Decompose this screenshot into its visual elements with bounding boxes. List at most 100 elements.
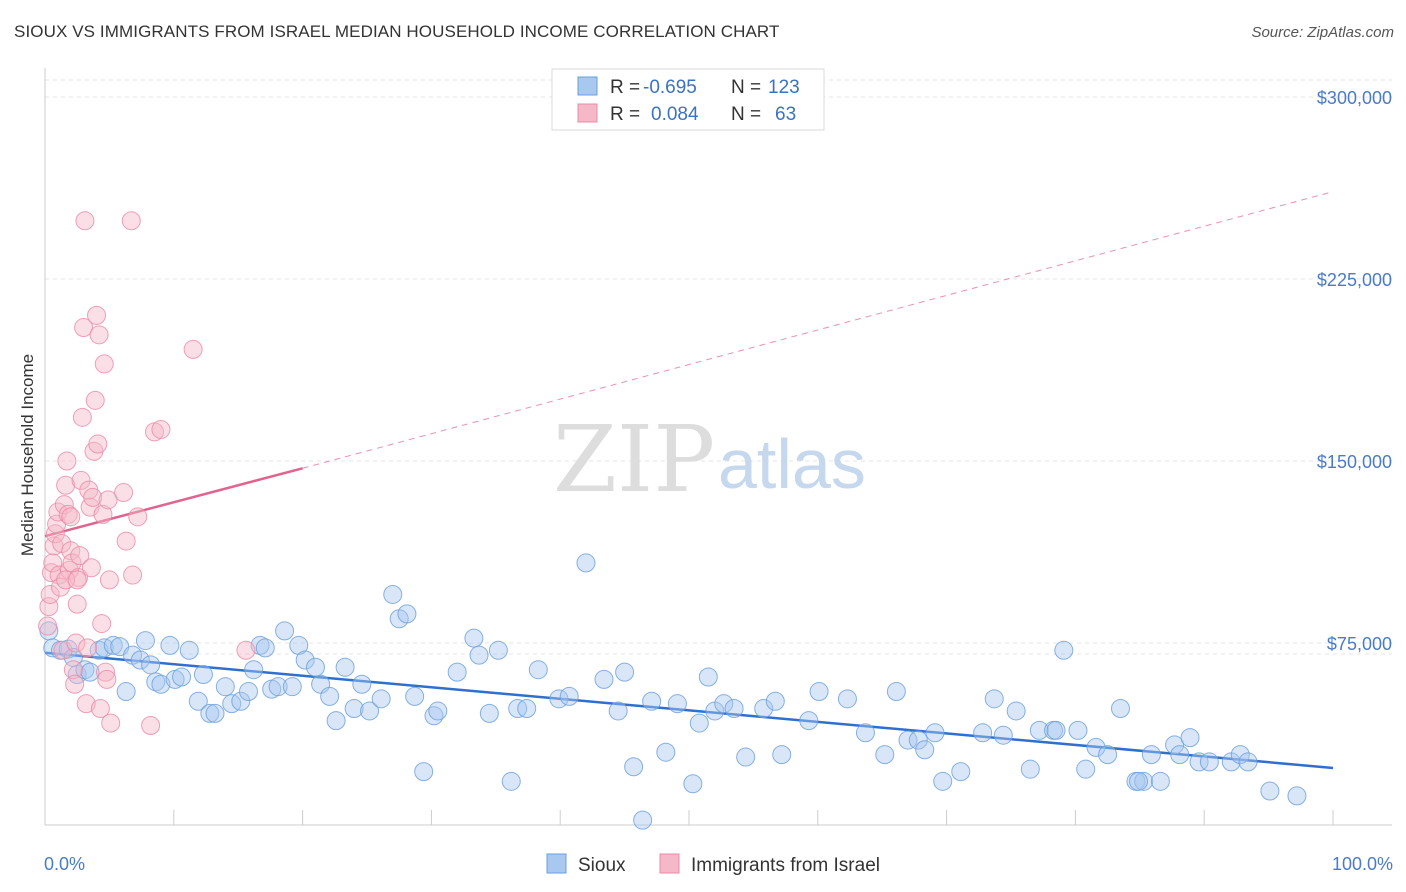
data-point [371, 689, 391, 709]
data-point [576, 553, 596, 573]
data-point [255, 638, 275, 658]
data-point [615, 662, 635, 682]
data-point [360, 701, 380, 721]
data-point [1110, 699, 1130, 719]
data-point [93, 504, 113, 524]
data-point [335, 657, 355, 677]
data-point [66, 633, 86, 653]
data-point [352, 674, 372, 694]
data-point [326, 711, 346, 731]
trend-line-sioux [44, 651, 1334, 770]
data-point [74, 318, 94, 338]
data-point [130, 650, 150, 670]
data-point [405, 686, 425, 706]
data-point [45, 524, 65, 544]
data-point [244, 660, 264, 680]
data-point [89, 640, 109, 660]
data-point [231, 691, 251, 711]
trend-line-israel [44, 467, 303, 538]
data-point [383, 584, 403, 604]
legend-n-value-2: 63 [775, 104, 796, 125]
data-point [103, 635, 123, 655]
legend-r-label-2: R = [610, 104, 640, 125]
axes [44, 68, 1392, 826]
data-point [101, 713, 121, 733]
data-point [146, 672, 166, 692]
data-point [61, 507, 81, 527]
data-point [121, 211, 141, 231]
data-point [183, 339, 203, 359]
bottom-legend-sioux: Sioux [578, 855, 626, 876]
bottom-legend-swatch-sioux [546, 853, 567, 874]
data-point [128, 507, 148, 527]
data-point [667, 694, 687, 714]
data-point [116, 682, 136, 702]
data-point [1134, 771, 1154, 791]
data-point [239, 682, 259, 702]
data-point [87, 305, 107, 325]
data-point [98, 490, 118, 510]
data-point [49, 565, 69, 585]
data-point [754, 699, 774, 719]
data-point [875, 745, 895, 765]
data-point [1076, 759, 1096, 779]
series-israel [38, 211, 256, 736]
data-point [517, 699, 537, 719]
data-point [56, 475, 76, 495]
data-point [501, 771, 521, 791]
data-point [528, 660, 548, 680]
data-point [1287, 786, 1307, 806]
data-point [1098, 745, 1118, 765]
data-point [1238, 752, 1258, 772]
tick-labels: $75,000 $150,000 $225,000 $300,000 0.0% 100.0… [44, 88, 1393, 874]
data-point [78, 638, 98, 658]
data-point [642, 691, 662, 711]
legend-n-value-1: 123 [768, 77, 800, 98]
data-point [464, 628, 484, 648]
bottom-legend-israel: Immigrants from Israel [691, 855, 880, 876]
data-point [70, 546, 90, 566]
legend-swatch-israel [577, 103, 598, 123]
data-point [193, 665, 213, 685]
data-point [1068, 720, 1088, 740]
data-point [205, 703, 225, 723]
data-point [215, 677, 235, 697]
data-point [63, 660, 83, 680]
data-point [799, 711, 819, 731]
data-point [268, 677, 288, 697]
bottom-legend-swatch-israel [659, 853, 680, 874]
data-point [114, 483, 134, 503]
data-point [656, 742, 676, 762]
data-point [447, 662, 467, 682]
data-point [85, 390, 105, 410]
data-point [414, 762, 434, 782]
data-point [397, 604, 417, 624]
data-point [99, 570, 119, 590]
data-point [1230, 745, 1250, 765]
data-point [97, 669, 117, 689]
data-point [698, 667, 718, 687]
data-point [925, 723, 945, 743]
data-point [1165, 735, 1185, 755]
data-point [689, 713, 709, 733]
data-point [188, 691, 208, 711]
data-point [67, 594, 87, 614]
data-point [973, 723, 993, 743]
data-point [886, 682, 906, 702]
data-point [141, 716, 161, 736]
data-point [75, 211, 95, 231]
data-point [88, 434, 108, 454]
x-tick-label-end: 100.0% [1332, 854, 1393, 874]
data-point [71, 470, 91, 490]
data-point [714, 694, 734, 714]
y-axis-label: Median Household Income [18, 354, 37, 556]
data-point [135, 631, 155, 651]
data-point [320, 686, 340, 706]
data-point [61, 541, 81, 561]
data-point [1054, 640, 1074, 660]
data-point [81, 558, 101, 578]
watermark: ZIP atlas [553, 406, 866, 513]
data-point [724, 699, 744, 719]
data-point [58, 504, 78, 524]
